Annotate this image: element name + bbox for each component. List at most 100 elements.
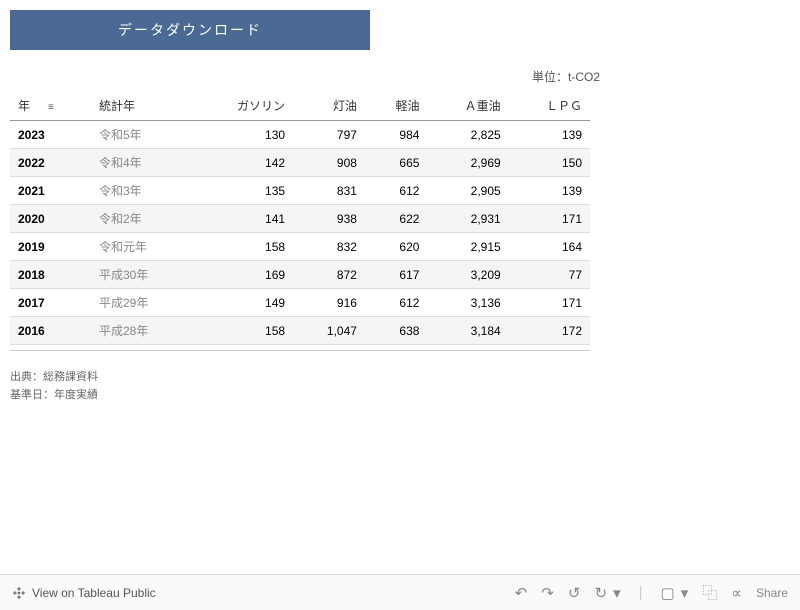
cell-era: 平成30年 bbox=[91, 261, 193, 289]
download-button[interactable]: データダウンロード bbox=[10, 10, 370, 50]
cell-year: 2021 bbox=[10, 177, 91, 205]
column-header[interactable]: 年≡ bbox=[10, 91, 91, 121]
cell-value: 172 bbox=[509, 317, 590, 345]
cell-era: 令和元年 bbox=[91, 233, 193, 261]
cell-value: 612 bbox=[365, 289, 428, 317]
share-label[interactable]: Share bbox=[756, 586, 788, 600]
cell-value: 158 bbox=[193, 233, 293, 261]
data-table-container: 年≡統計年ガソリン灯油軽油Ａ重油ＬＰＧ 2023令和5年1307979842,8… bbox=[10, 91, 590, 351]
cell-value: 831 bbox=[293, 177, 365, 205]
cell-value: 169 bbox=[193, 261, 293, 289]
cell-value: 149 bbox=[193, 289, 293, 317]
presentation-icon[interactable]: ▢ bbox=[661, 584, 675, 602]
cell-era: 平成28年 bbox=[91, 317, 193, 345]
cell-value: 2,969 bbox=[427, 149, 508, 177]
table-row[interactable]: 2017平成29年1499166123,136171 bbox=[10, 289, 590, 317]
cell-value: 797 bbox=[293, 121, 365, 149]
cell-value: 612 bbox=[365, 177, 428, 205]
cell-value: 620 bbox=[365, 233, 428, 261]
table-row[interactable]: 2018平成30年1698726173,20977 bbox=[10, 261, 590, 289]
cell-value: 1,047 bbox=[293, 317, 365, 345]
cell-value: 872 bbox=[293, 261, 365, 289]
data-table: 年≡統計年ガソリン灯油軽油Ａ重油ＬＰＧ 2023令和5年1307979842,8… bbox=[10, 91, 590, 351]
undo-icon[interactable]: ↶ bbox=[515, 584, 528, 602]
share-icon[interactable]: ∝ bbox=[731, 584, 742, 602]
refresh-icon[interactable]: ↻ bbox=[595, 584, 608, 602]
cell-value: 617 bbox=[365, 261, 428, 289]
cell-value: 908 bbox=[293, 149, 365, 177]
cell-year: 2022 bbox=[10, 149, 91, 177]
table-row[interactable]: 2022令和4年1429086652,969150 bbox=[10, 149, 590, 177]
cell-value: 938 bbox=[293, 205, 365, 233]
cell-value: 3,082 bbox=[427, 345, 508, 352]
tableau-logo-icon bbox=[12, 586, 26, 600]
cell-value: 141 bbox=[193, 205, 293, 233]
cell-era: 平成27年 bbox=[91, 345, 193, 352]
table-row[interactable]: 2021令和3年1358316122,905139 bbox=[10, 177, 590, 205]
cell-value: 3,184 bbox=[427, 317, 508, 345]
cell-value: 171 bbox=[509, 289, 590, 317]
cell-value: 665 bbox=[365, 149, 428, 177]
cell-value: 164 bbox=[509, 233, 590, 261]
refresh-dropdown-icon[interactable]: ▾ bbox=[613, 584, 621, 602]
footnote-basis: 基準日：年度実績 bbox=[10, 387, 800, 405]
cell-era: 令和4年 bbox=[91, 149, 193, 177]
cell-value: 638 bbox=[365, 317, 428, 345]
table-row[interactable]: 2019令和元年1588326202,915164 bbox=[10, 233, 590, 261]
column-header[interactable]: ＬＰＧ bbox=[509, 91, 590, 121]
cell-value: 142 bbox=[193, 149, 293, 177]
cell-year: 2020 bbox=[10, 205, 91, 233]
column-header[interactable]: 灯油 bbox=[293, 91, 365, 121]
cell-value: 130 bbox=[193, 121, 293, 149]
cell-value: 2,825 bbox=[427, 121, 508, 149]
cell-value: 139 bbox=[509, 177, 590, 205]
cell-value: 137 bbox=[193, 345, 293, 352]
cell-value: 2,915 bbox=[427, 233, 508, 261]
cell-value: 135 bbox=[193, 177, 293, 205]
cell-year: 2016 bbox=[10, 317, 91, 345]
cell-value: 172 bbox=[509, 345, 590, 352]
cell-value: 139 bbox=[509, 121, 590, 149]
view-on-tableau-label: View on Tableau Public bbox=[32, 586, 156, 600]
cell-value: 171 bbox=[509, 205, 590, 233]
cell-value: 932 bbox=[293, 345, 365, 352]
cell-year: 2023 bbox=[10, 121, 91, 149]
footnotes: 出典：総務課資料 基準日：年度実績 bbox=[10, 369, 800, 404]
column-header[interactable]: ガソリン bbox=[193, 91, 293, 121]
cell-era: 令和3年 bbox=[91, 177, 193, 205]
table-row[interactable]: 2015平成27年1379326673,082172 bbox=[10, 345, 590, 352]
cell-year: 2015 bbox=[10, 345, 91, 352]
cell-value: 667 bbox=[365, 345, 428, 352]
cell-era: 平成29年 bbox=[91, 289, 193, 317]
column-header[interactable]: 統計年 bbox=[91, 91, 193, 121]
cell-value: 158 bbox=[193, 317, 293, 345]
presentation-dropdown-icon[interactable]: ▾ bbox=[681, 584, 689, 602]
cell-value: 916 bbox=[293, 289, 365, 317]
cell-value: 3,136 bbox=[427, 289, 508, 317]
cell-value: 3,209 bbox=[427, 261, 508, 289]
cell-year: 2017 bbox=[10, 289, 91, 317]
cell-value: 2,905 bbox=[427, 177, 508, 205]
column-header[interactable]: 軽油 bbox=[365, 91, 428, 121]
cell-value: 77 bbox=[509, 261, 590, 289]
cell-value: 150 bbox=[509, 149, 590, 177]
tableau-view-link[interactable]: View on Tableau Public bbox=[12, 586, 156, 600]
table-row[interactable]: 2023令和5年1307979842,825139 bbox=[10, 121, 590, 149]
tableau-toolbar: View on Tableau Public ↶ ↷ ↺ ↻▾ | ▢▾ ⿻ ∝… bbox=[0, 574, 800, 610]
column-header[interactable]: Ａ重油 bbox=[427, 91, 508, 121]
redo-icon[interactable]: ↷ bbox=[541, 584, 554, 602]
toolbar-divider: | bbox=[639, 584, 643, 601]
cell-era: 令和5年 bbox=[91, 121, 193, 149]
cell-value: 984 bbox=[365, 121, 428, 149]
sort-desc-icon[interactable]: ≡ bbox=[48, 102, 54, 113]
cell-value: 832 bbox=[293, 233, 365, 261]
cell-value: 622 bbox=[365, 205, 428, 233]
revert-icon[interactable]: ↺ bbox=[568, 584, 581, 602]
table-row[interactable]: 2016平成28年1581,0476383,184172 bbox=[10, 317, 590, 345]
table-row[interactable]: 2020令和2年1419386222,931171 bbox=[10, 205, 590, 233]
unit-label: 単位：t-CO2 bbox=[0, 50, 800, 91]
cell-year: 2018 bbox=[10, 261, 91, 289]
footnote-source: 出典：総務課資料 bbox=[10, 369, 800, 387]
cell-value: 2,931 bbox=[427, 205, 508, 233]
cell-year: 2019 bbox=[10, 233, 91, 261]
